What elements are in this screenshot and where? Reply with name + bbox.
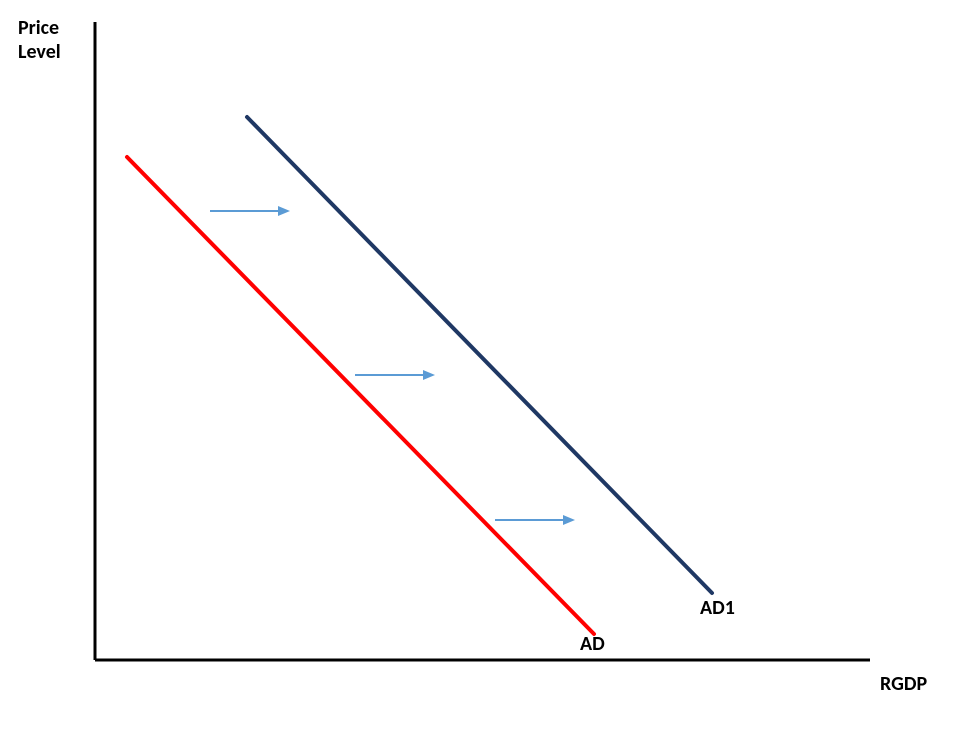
curve-label-AD1: AD1 [700,596,735,620]
y-axis-label-line1: Price [18,16,59,40]
x-axis-label: RGDP [880,672,927,696]
curve-label-AD: AD [580,632,605,656]
ad-shift-chart: PriceLevel RGDP AD AD1 [0,0,959,739]
y-axis-label-line2: Level [18,40,61,64]
chart-background [0,0,959,739]
chart-canvas: PriceLevel RGDP AD AD1 [0,0,959,739]
